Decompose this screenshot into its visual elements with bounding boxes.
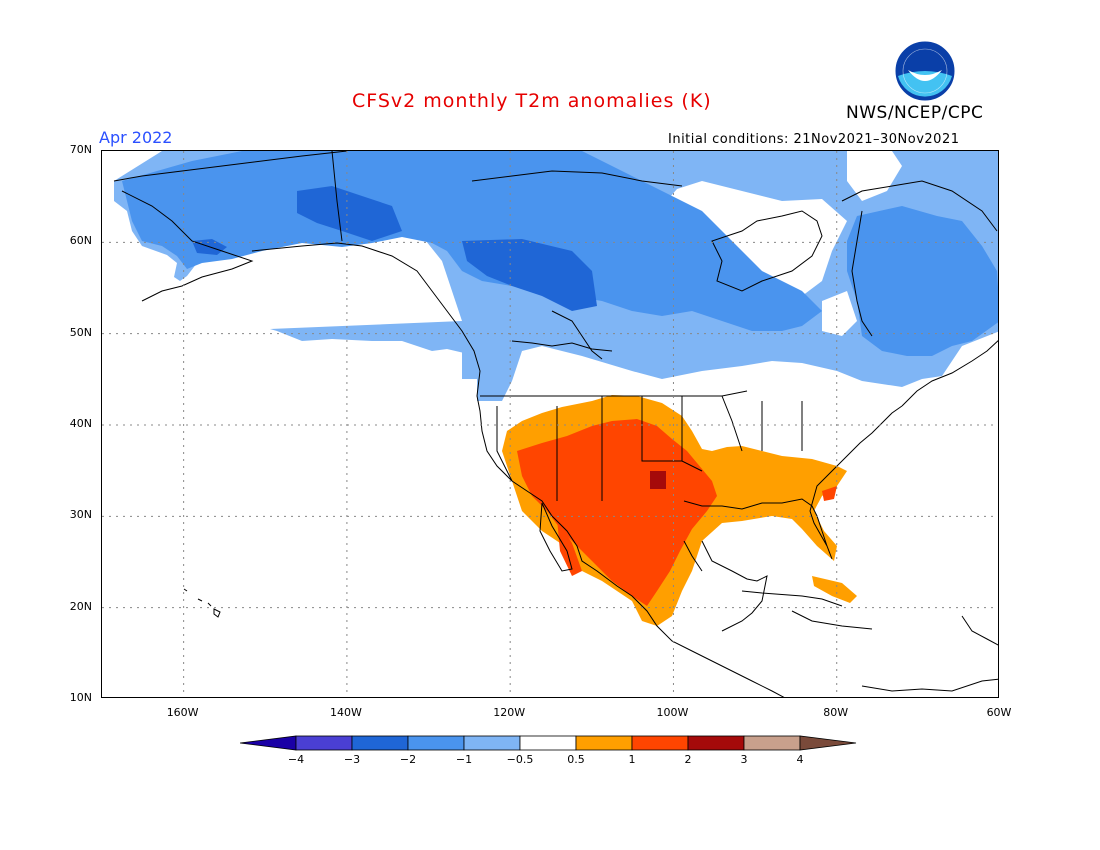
colorbar-box (463, 735, 521, 751)
region-cold-deep (297, 186, 402, 241)
colorbar-label: 3 (740, 753, 748, 766)
lat-label: 30N (69, 508, 92, 522)
colorbar-arrow-high (799, 735, 857, 751)
coastlines (113, 151, 998, 697)
lon-label: 80W (823, 706, 849, 719)
lat-label: 60N (69, 234, 92, 248)
lat-label: 40N (69, 417, 92, 430)
chart-title: CFSv2 monthly T2m anomalies (K) (352, 90, 712, 112)
lon-label: 60W (986, 706, 1012, 719)
colorbar-box (575, 735, 633, 751)
colorbar-box (631, 735, 689, 751)
colorbar-arrow-low (240, 735, 297, 751)
colorbar-box (295, 735, 353, 751)
lat-label: 70N (69, 143, 92, 156)
lon-label: 120W (493, 706, 526, 719)
lon-label: 100W (656, 706, 689, 719)
colorbar-label: −3 (343, 753, 361, 766)
colorbar-label: −0.5 (506, 753, 534, 766)
colorbar (240, 735, 857, 751)
colorbar-label: 1 (628, 753, 636, 766)
hawaii-islands (183, 588, 221, 618)
colorbar-box (519, 735, 577, 751)
forecast-month: Apr 2022 (99, 128, 173, 147)
colorbar-label: 4 (796, 753, 804, 766)
agency-label: NWS/NCEP/CPC (846, 103, 984, 123)
colorbar-label: 2 (684, 753, 692, 766)
gridlines (102, 151, 998, 697)
lon-label: 160W (166, 706, 199, 719)
colorbar-box (407, 735, 465, 751)
colorbar-label: −4 (287, 753, 305, 766)
colorbar-box (687, 735, 745, 751)
lon-label: 140W (329, 706, 362, 719)
colorbar-box (743, 735, 801, 751)
lat-label: 20N (69, 599, 92, 613)
region-warm-mid (517, 419, 717, 606)
region-warm-deep (650, 471, 666, 489)
initial-conditions: Initial conditions: 21Nov2021–30Nov2021 (668, 132, 960, 147)
noaa-logo-icon (894, 40, 956, 102)
anomaly-map (101, 150, 999, 698)
colorbar-label: −1 (455, 753, 473, 766)
colorbar-label: 0.5 (567, 753, 585, 766)
colorbar-box (351, 735, 409, 751)
colorbar-label: −2 (399, 753, 417, 766)
lat-label: 10N (69, 691, 92, 704)
lat-label: 50N (69, 325, 92, 339)
anomaly-map-canvas (102, 151, 998, 697)
